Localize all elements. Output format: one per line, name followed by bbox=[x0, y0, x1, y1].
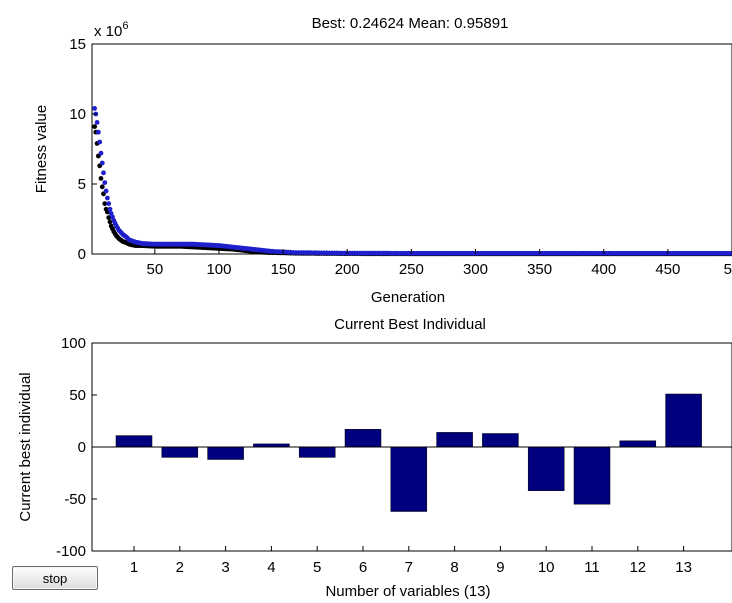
fitness-point bbox=[92, 124, 97, 129]
best-individual-y-ticks: -100 -50 0 50 100 bbox=[56, 335, 97, 560]
fitness-x-ticks: 50 100 150 200 250 300 350 400 450 50 bbox=[147, 249, 732, 278]
fitness-y-tick-label: 0 bbox=[78, 246, 86, 263]
fitness-x-tick-label: 400 bbox=[591, 261, 616, 278]
fitness-y-tick-label: 5 bbox=[78, 176, 86, 193]
bar-x-tick-label: 6 bbox=[359, 559, 367, 576]
fitness-point bbox=[101, 170, 106, 176]
fitness-x-tick-label: 450 bbox=[655, 261, 680, 278]
bar-variable-6 bbox=[344, 429, 382, 448]
fitness-x-tick-label: 350 bbox=[527, 261, 552, 278]
fitness-x-tick-label: 250 bbox=[399, 261, 424, 278]
best-individual-y-axis-label: Current best individual bbox=[17, 372, 34, 521]
fitness-x-tick-label: 300 bbox=[463, 261, 488, 278]
fitness-x-axis-label: Generation bbox=[371, 289, 445, 306]
fitness-point bbox=[92, 106, 97, 111]
fitness-point bbox=[102, 180, 108, 186]
fitness-y-ticks: 0 5 10 15 bbox=[69, 36, 97, 263]
fitness-y-axis-label: Fitness value bbox=[33, 105, 50, 193]
best-individual-title: Current Best Individual bbox=[334, 316, 486, 333]
fitness-x-tick-label: 50 bbox=[147, 261, 164, 278]
best-individual-x-ticks: 1 2 3 4 5 6 7 8 9 10 11 12 13 bbox=[130, 546, 692, 576]
bar-x-tick-label: 13 bbox=[675, 559, 692, 576]
fitness-x-tick-label: 200 bbox=[335, 261, 360, 278]
fitness-point bbox=[98, 150, 104, 156]
fitness-exponent-label: x 106 bbox=[94, 20, 128, 40]
bar-variable-3 bbox=[207, 446, 244, 460]
bar-x-tick-label: 7 bbox=[405, 559, 413, 576]
fitness-plot-title: Best: 0.24624 Mean: 0.95891 bbox=[312, 15, 509, 32]
fitness-plot: 50 100 150 200 250 300 350 400 450 50 0 5 10 15 Best… bbox=[33, 15, 732, 306]
fitness-point bbox=[105, 195, 110, 201]
bar-y-tick-label: 50 bbox=[69, 387, 86, 404]
fitness-y-tick-label: 15 bbox=[69, 36, 86, 53]
fitness-points bbox=[92, 106, 732, 257]
best-individual-bars bbox=[115, 393, 702, 512]
best-individual-x-axis-label: Number of variables (13) bbox=[325, 583, 490, 600]
fitness-point bbox=[102, 201, 108, 207]
bar-variable-1 bbox=[115, 435, 153, 448]
stop-button[interactable]: stop bbox=[12, 566, 98, 590]
bar-y-tick-label: -100 bbox=[56, 543, 86, 560]
fitness-point bbox=[99, 160, 105, 166]
bar-x-tick-label: 10 bbox=[538, 559, 555, 576]
fitness-point bbox=[97, 139, 103, 145]
fitness-y-tick-label: 10 bbox=[69, 106, 86, 123]
bar-variable-7 bbox=[390, 446, 428, 512]
bar-x-tick-label: 12 bbox=[629, 559, 646, 576]
fitness-x-tick-label: 150 bbox=[271, 261, 296, 278]
fitness-point bbox=[99, 184, 105, 190]
fitness-point bbox=[96, 129, 101, 135]
fitness-x-tick-label: 100 bbox=[206, 261, 231, 278]
fitness-point bbox=[729, 250, 732, 256]
bar-x-tick-label: 8 bbox=[450, 559, 458, 576]
bar-x-tick-label: 4 bbox=[267, 559, 275, 576]
fitness-x-tick-label: 50 bbox=[724, 261, 732, 278]
fitness-point bbox=[103, 188, 109, 194]
bar-variable-10 bbox=[527, 446, 565, 491]
bar-x-tick-label: 3 bbox=[221, 559, 229, 576]
fitness-point bbox=[94, 120, 100, 125]
fitness-point bbox=[107, 206, 113, 212]
bar-x-tick-label: 11 bbox=[584, 559, 600, 576]
bar-variable-5 bbox=[298, 446, 336, 458]
fitness-series-2 bbox=[92, 106, 732, 256]
bar-variable-11 bbox=[573, 446, 611, 505]
bar-x-tick-label: 1 bbox=[130, 559, 138, 576]
bar-x-tick-label: 2 bbox=[176, 559, 184, 576]
bar-y-tick-label: 0 bbox=[78, 439, 86, 456]
bar-y-tick-label: 100 bbox=[61, 335, 86, 352]
bar-variable-2 bbox=[161, 446, 199, 458]
fitness-plot-axes-box bbox=[91, 43, 732, 255]
bar-y-tick-label: -50 bbox=[64, 491, 86, 508]
fitness-point bbox=[106, 215, 112, 221]
bar-x-tick-label: 5 bbox=[313, 559, 321, 576]
bar-variable-9 bbox=[482, 433, 519, 448]
bar-variable-8 bbox=[436, 432, 473, 448]
fitness-point bbox=[106, 201, 112, 207]
best-individual-plot: Current Best Individual 1 2 3 4 5 6 7 8 9 10 11 12 1… bbox=[17, 316, 732, 600]
bar-variable-13 bbox=[665, 393, 702, 448]
bar-variable-12 bbox=[619, 440, 657, 448]
fitness-point bbox=[107, 219, 113, 225]
fitness-point bbox=[98, 176, 104, 181]
bar-x-tick-label: 9 bbox=[496, 559, 504, 576]
